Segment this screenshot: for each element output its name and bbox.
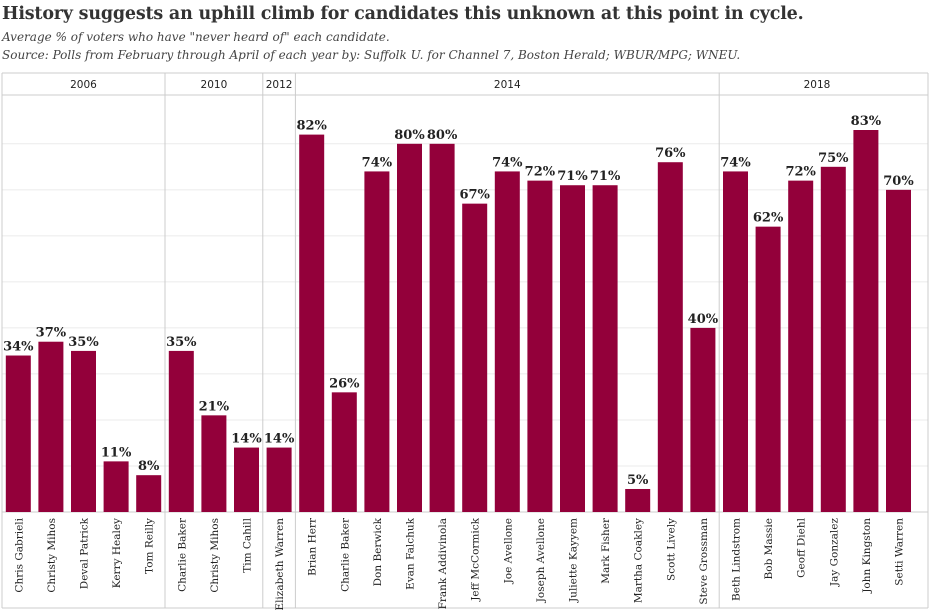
category-label: John Kingston [861,518,873,594]
data-label: 74% [362,155,393,170]
category-label: Tom Reilly [144,518,156,574]
data-label: 8% [138,459,160,474]
data-label: 76% [655,146,686,161]
data-label: 82% [296,119,327,134]
bar [429,143,455,512]
bar [527,180,553,512]
bar [38,341,64,512]
data-label: 26% [329,376,360,391]
category-label: Chris Gabrieli [13,517,25,592]
category-label: Charlie Baker [339,517,351,592]
category-label: Evan Falchuk [405,517,417,590]
category-label: Martha Coakley [633,518,645,603]
bar [5,355,31,512]
category-label: Beth Lindstrom [731,518,743,601]
bar [886,189,911,512]
data-label: 40% [688,312,719,327]
bar [462,203,488,512]
data-label: 21% [199,399,230,414]
category-label: Elizabeth Warren [274,518,286,611]
data-label: 72% [785,165,816,180]
bar [364,171,390,512]
category-label: Kerry Healey [111,518,123,588]
data-label: 62% [753,211,784,226]
chart-source: Source: Polls from February through Apri… [2,48,741,62]
bar [657,162,683,513]
group-label: 2012 [266,79,293,91]
bar [168,350,194,512]
bar [560,185,585,512]
bar [723,171,748,512]
category-label: Jeff McCormick [470,517,482,601]
group-label: 2010 [201,79,228,91]
data-label: 70% [883,174,914,189]
group-label: 2018 [804,79,831,91]
group-label: 2014 [494,79,521,91]
data-label: 11% [101,445,132,460]
category-label: Christy Mihos [46,518,58,593]
data-label: 35% [166,335,197,350]
category-label: Charlie Baker [176,517,188,592]
group-label: 2006 [70,79,97,91]
bar [755,226,781,512]
data-label: 14% [264,432,295,447]
category-label: Scott Lively [665,518,677,581]
bar [299,134,325,512]
category-label: Joe Avellone [502,518,514,584]
bar [103,461,129,512]
data-label: 75% [818,151,849,166]
data-label: 35% [68,335,99,350]
bar [690,327,716,512]
category-label: Setti Warren [894,518,906,586]
bar [820,166,846,512]
bar [853,130,879,512]
category-label: Frank Addivinola [437,518,449,609]
category-label: Jay Gonzalez [828,518,840,588]
category-label: Juliette Kayyem [568,518,580,603]
bar [331,392,357,512]
data-label: 34% [3,340,34,355]
category-label: Brian Herr [307,517,319,576]
data-label: 80% [394,128,425,143]
data-label: 71% [590,169,621,184]
category-label: Mark Fisher [600,517,612,584]
bar [397,143,422,512]
data-label: 83% [851,114,882,129]
bar [71,350,96,512]
category-label: Joseph Avellone [535,518,547,603]
data-label: 37% [36,326,67,341]
category-label: Bob Massie [763,518,775,579]
data-label: 14% [231,432,262,447]
category-label: Deval Patrick [79,517,91,589]
data-label: 71% [557,169,588,184]
data-label: 5% [627,473,649,488]
category-label: Christy Mihos [209,518,221,593]
category-label: Steve Grossman [698,518,710,605]
bar [592,185,618,512]
category-label: Tim Cahill [242,517,254,572]
chart-title: History suggests an uphill climb for can… [2,4,804,24]
data-label: 74% [720,155,751,170]
bar [234,447,259,512]
data-label: 74% [492,155,523,170]
data-label: 67% [459,188,490,203]
bar [136,475,162,512]
chart-subtitle: Average % of voters who have "never hear… [2,30,390,44]
bar [788,180,814,512]
data-label: 80% [427,128,458,143]
bar [266,447,292,512]
category-label: Don Berwick [372,517,384,586]
bar [201,415,227,512]
bar [494,171,520,512]
category-label: Geoff Diehl [796,517,808,577]
bar [625,488,651,512]
data-label: 72% [525,165,556,180]
